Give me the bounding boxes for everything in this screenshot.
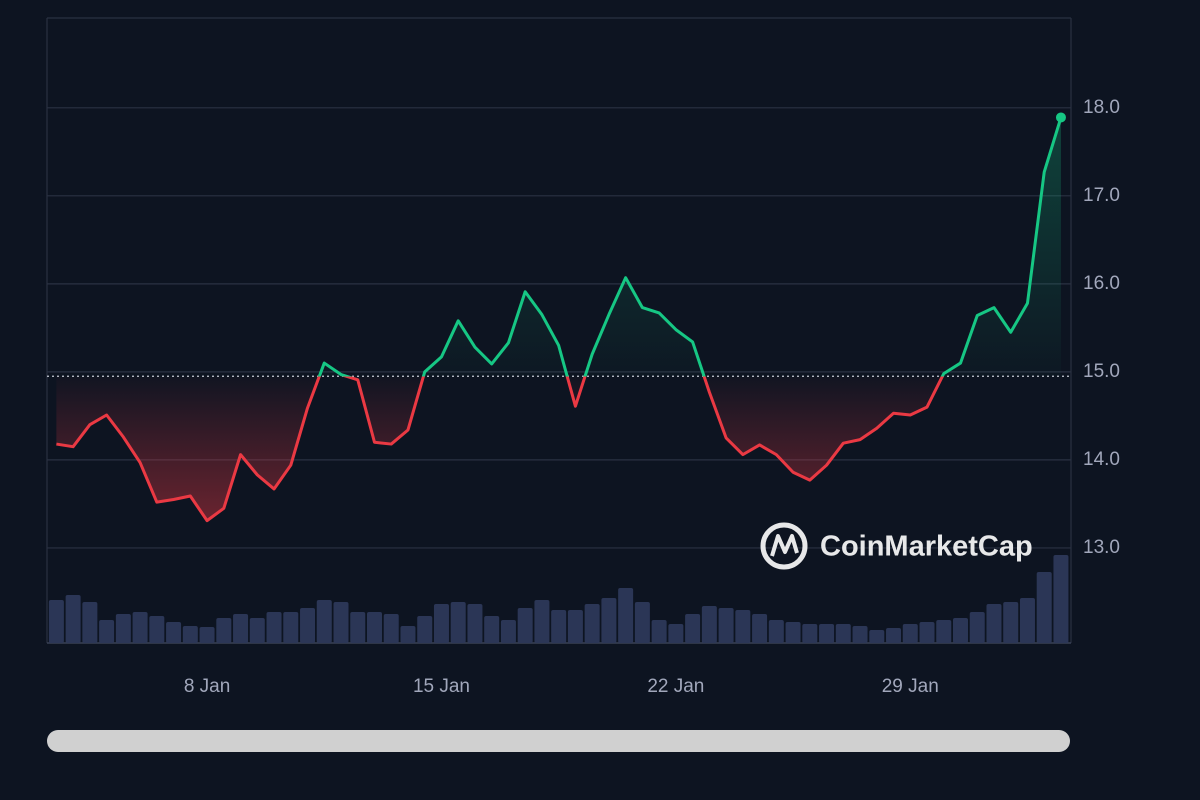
volume-bar [768, 620, 784, 643]
volume-bar [450, 602, 466, 643]
volume-bar [149, 616, 165, 643]
volume-bar [283, 612, 299, 643]
volume-bar [969, 612, 985, 643]
volume-bar [333, 602, 349, 643]
volume-bar [467, 604, 483, 643]
x-tick-label: 8 Jan [184, 676, 230, 697]
volume-bar [1036, 572, 1052, 643]
volume-bar [869, 630, 885, 643]
volume-bar [517, 608, 533, 643]
volume-bar [685, 614, 701, 643]
watermark-text: CoinMarketCap [820, 531, 1033, 563]
volume-bar [266, 612, 282, 643]
volume-bar [835, 624, 851, 643]
volume-bar [919, 622, 935, 643]
volume-bar [1053, 555, 1069, 643]
volume-bar [99, 620, 115, 643]
watermark-logo [770, 534, 799, 557]
volume-bar [216, 618, 232, 643]
volume-bar [886, 628, 902, 643]
volume-bar [668, 624, 684, 643]
volume-bar [1003, 602, 1019, 643]
volume-bar [484, 616, 500, 643]
volume-bar [634, 602, 650, 643]
volume-bar [819, 624, 835, 643]
volume-bar [132, 612, 148, 643]
volume-bar [952, 618, 968, 643]
volume-bar [902, 624, 918, 643]
volume-bar [400, 626, 416, 643]
scrollbar[interactable] [47, 730, 1070, 752]
volume-bar [316, 600, 332, 643]
volume-bar [936, 620, 952, 643]
x-tick-label: 15 Jan [413, 676, 470, 697]
watermark: CoinMarketCap [760, 522, 1033, 570]
volume-bar [82, 602, 98, 643]
volume-bar [182, 626, 198, 643]
volume-bar [752, 614, 768, 643]
volume-bar [551, 610, 567, 643]
volume-bar [601, 598, 617, 643]
volume-bar [852, 626, 868, 643]
y-tick-label: 13.0 [1083, 537, 1120, 558]
volume-bar [651, 620, 667, 643]
volume-bar [1019, 598, 1035, 643]
volume-bar [199, 627, 215, 643]
last-point [1055, 112, 1066, 123]
volume-bar [584, 604, 600, 643]
volume-bar [300, 608, 316, 643]
volume-bar [534, 600, 550, 643]
volume-bar [718, 608, 734, 643]
volume-bar [735, 610, 751, 643]
volume-bar [115, 614, 131, 643]
volume-bar [986, 604, 1002, 643]
volume-bar [249, 618, 265, 643]
area-fill [56, 117, 1061, 521]
volume-bar [802, 624, 818, 643]
volume-bar [48, 600, 64, 643]
y-tick-label: 17.0 [1083, 185, 1120, 206]
x-tick-label: 22 Jan [647, 676, 704, 697]
volume-bar [701, 606, 717, 643]
volume-bar [417, 616, 433, 643]
volume-bar [567, 610, 583, 643]
volume-bar [350, 612, 366, 643]
volume-bar [366, 612, 382, 643]
x-tick-label: 29 Jan [882, 676, 939, 697]
y-tick-label: 18.0 [1083, 97, 1120, 118]
y-tick-label: 15.0 [1083, 361, 1120, 382]
volume-bar [166, 622, 182, 643]
volume-bar [618, 588, 634, 643]
volume-bar [500, 620, 516, 643]
y-tick-label: 16.0 [1083, 273, 1120, 294]
watermark-logo [760, 522, 808, 570]
volume-bar [383, 614, 399, 643]
volume-bar [785, 622, 801, 643]
volume-bar [65, 595, 81, 643]
price-line [56, 117, 1063, 523]
volume-bar [233, 614, 249, 643]
volume-bar [433, 604, 449, 643]
y-tick-label: 14.0 [1083, 449, 1120, 470]
